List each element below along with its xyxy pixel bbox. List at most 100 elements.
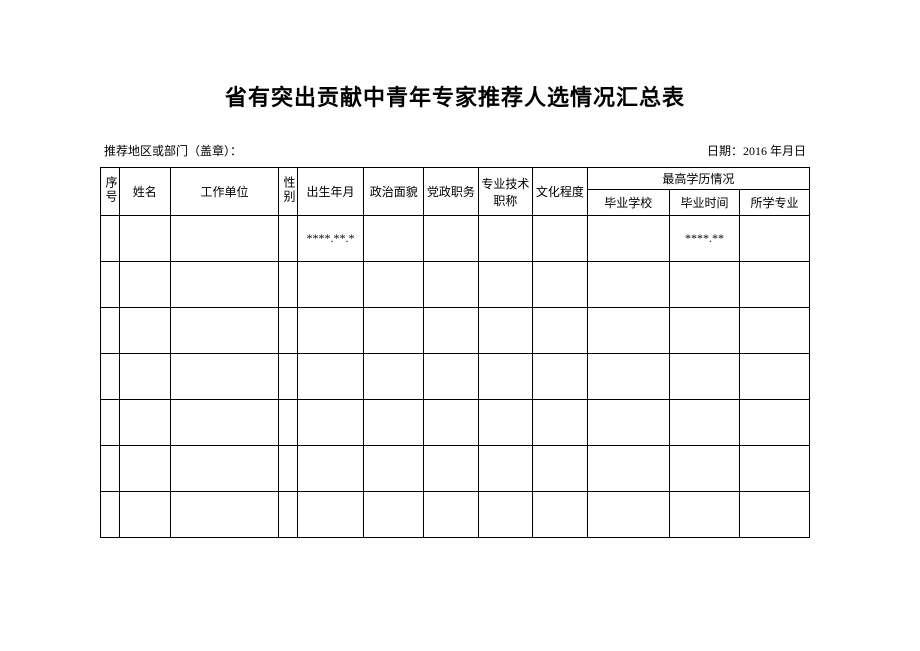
cell-seq	[101, 354, 120, 400]
cell-work_unit	[170, 354, 278, 400]
cell-edu_time	[669, 492, 739, 538]
header-political: 政治面貌	[364, 168, 424, 216]
cell-party_post	[424, 354, 479, 400]
table-row	[101, 354, 810, 400]
table-row	[101, 446, 810, 492]
header-name: 姓名	[119, 168, 170, 216]
header-seq: 序号	[101, 168, 120, 216]
page-title: 省有突出贡献中青年专家推荐人选情况汇总表	[100, 80, 810, 112]
cell-birth	[297, 354, 364, 400]
cell-edu_school	[587, 446, 669, 492]
cell-culture	[533, 308, 588, 354]
cell-edu_time	[669, 308, 739, 354]
cell-culture	[533, 446, 588, 492]
cell-gender	[279, 446, 298, 492]
cell-culture	[533, 492, 588, 538]
cell-name	[119, 216, 170, 262]
header-edu-major: 所学专业	[739, 190, 809, 216]
cell-culture	[533, 354, 588, 400]
cell-name	[119, 262, 170, 308]
cell-party_post	[424, 216, 479, 262]
cell-edu_school	[587, 492, 669, 538]
table-row	[101, 400, 810, 446]
cell-seq	[101, 216, 120, 262]
cell-party_post	[424, 262, 479, 308]
cell-party_post	[424, 446, 479, 492]
cell-name	[119, 354, 170, 400]
header-edu-group: 最高学历情况	[587, 168, 809, 190]
cell-political	[364, 308, 424, 354]
meta-right: 日期：2016 年月日	[707, 142, 806, 159]
header-work-unit: 工作单位	[170, 168, 278, 216]
cell-edu_school	[587, 400, 669, 446]
cell-name	[119, 492, 170, 538]
cell-culture	[533, 216, 588, 262]
cell-work_unit	[170, 400, 278, 446]
cell-work_unit	[170, 492, 278, 538]
cell-edu_major	[739, 262, 809, 308]
table-header-row-1: 序号 姓名 工作单位 性别 出生年月 政治面貌 党政职务 专业技术职称 文化程度…	[101, 168, 810, 190]
cell-edu_major	[739, 446, 809, 492]
table-row: ****.**.*****.**	[101, 216, 810, 262]
cell-edu_school	[587, 262, 669, 308]
cell-work_unit	[170, 262, 278, 308]
cell-party_post	[424, 492, 479, 538]
header-gender: 性别	[279, 168, 298, 216]
cell-tech_title	[478, 262, 533, 308]
summary-table: 序号 姓名 工作单位 性别 出生年月 政治面貌 党政职务 专业技术职称 文化程度…	[100, 167, 810, 538]
cell-seq	[101, 308, 120, 354]
cell-birth	[297, 492, 364, 538]
cell-edu_school	[587, 308, 669, 354]
cell-culture	[533, 262, 588, 308]
cell-party_post	[424, 400, 479, 446]
cell-edu_school	[587, 216, 669, 262]
header-edu-school: 毕业学校	[587, 190, 669, 216]
cell-political	[364, 400, 424, 446]
cell-edu_major	[739, 492, 809, 538]
cell-gender	[279, 492, 298, 538]
cell-edu_time	[669, 354, 739, 400]
cell-name	[119, 308, 170, 354]
cell-tech_title	[478, 354, 533, 400]
cell-edu_time	[669, 400, 739, 446]
meta-row: 推荐地区或部门（盖章）： 日期：2016 年月日	[100, 142, 810, 159]
cell-work_unit	[170, 308, 278, 354]
table-row	[101, 492, 810, 538]
cell-gender	[279, 308, 298, 354]
header-birth: 出生年月	[297, 168, 364, 216]
cell-gender	[279, 216, 298, 262]
cell-tech_title	[478, 308, 533, 354]
cell-birth	[297, 446, 364, 492]
cell-political	[364, 492, 424, 538]
cell-seq	[101, 400, 120, 446]
cell-birth	[297, 400, 364, 446]
cell-birth	[297, 308, 364, 354]
cell-political	[364, 262, 424, 308]
cell-work_unit	[170, 216, 278, 262]
cell-tech_title	[478, 492, 533, 538]
cell-name	[119, 446, 170, 492]
header-culture: 文化程度	[533, 168, 588, 216]
table-body: ****.**.*****.**	[101, 216, 810, 538]
cell-culture	[533, 400, 588, 446]
header-edu-time: 毕业时间	[669, 190, 739, 216]
cell-party_post	[424, 308, 479, 354]
cell-name	[119, 400, 170, 446]
cell-edu_major	[739, 308, 809, 354]
cell-edu_time: ****.**	[669, 216, 739, 262]
cell-gender	[279, 400, 298, 446]
cell-political	[364, 216, 424, 262]
cell-edu_major	[739, 400, 809, 446]
table-row	[101, 262, 810, 308]
header-tech-title: 专业技术职称	[478, 168, 533, 216]
cell-edu_major	[739, 354, 809, 400]
cell-seq	[101, 492, 120, 538]
cell-edu_time	[669, 262, 739, 308]
table-row	[101, 308, 810, 354]
cell-edu_time	[669, 446, 739, 492]
meta-left: 推荐地区或部门（盖章）：	[104, 142, 242, 159]
cell-tech_title	[478, 216, 533, 262]
cell-political	[364, 354, 424, 400]
cell-seq	[101, 446, 120, 492]
cell-edu_school	[587, 354, 669, 400]
